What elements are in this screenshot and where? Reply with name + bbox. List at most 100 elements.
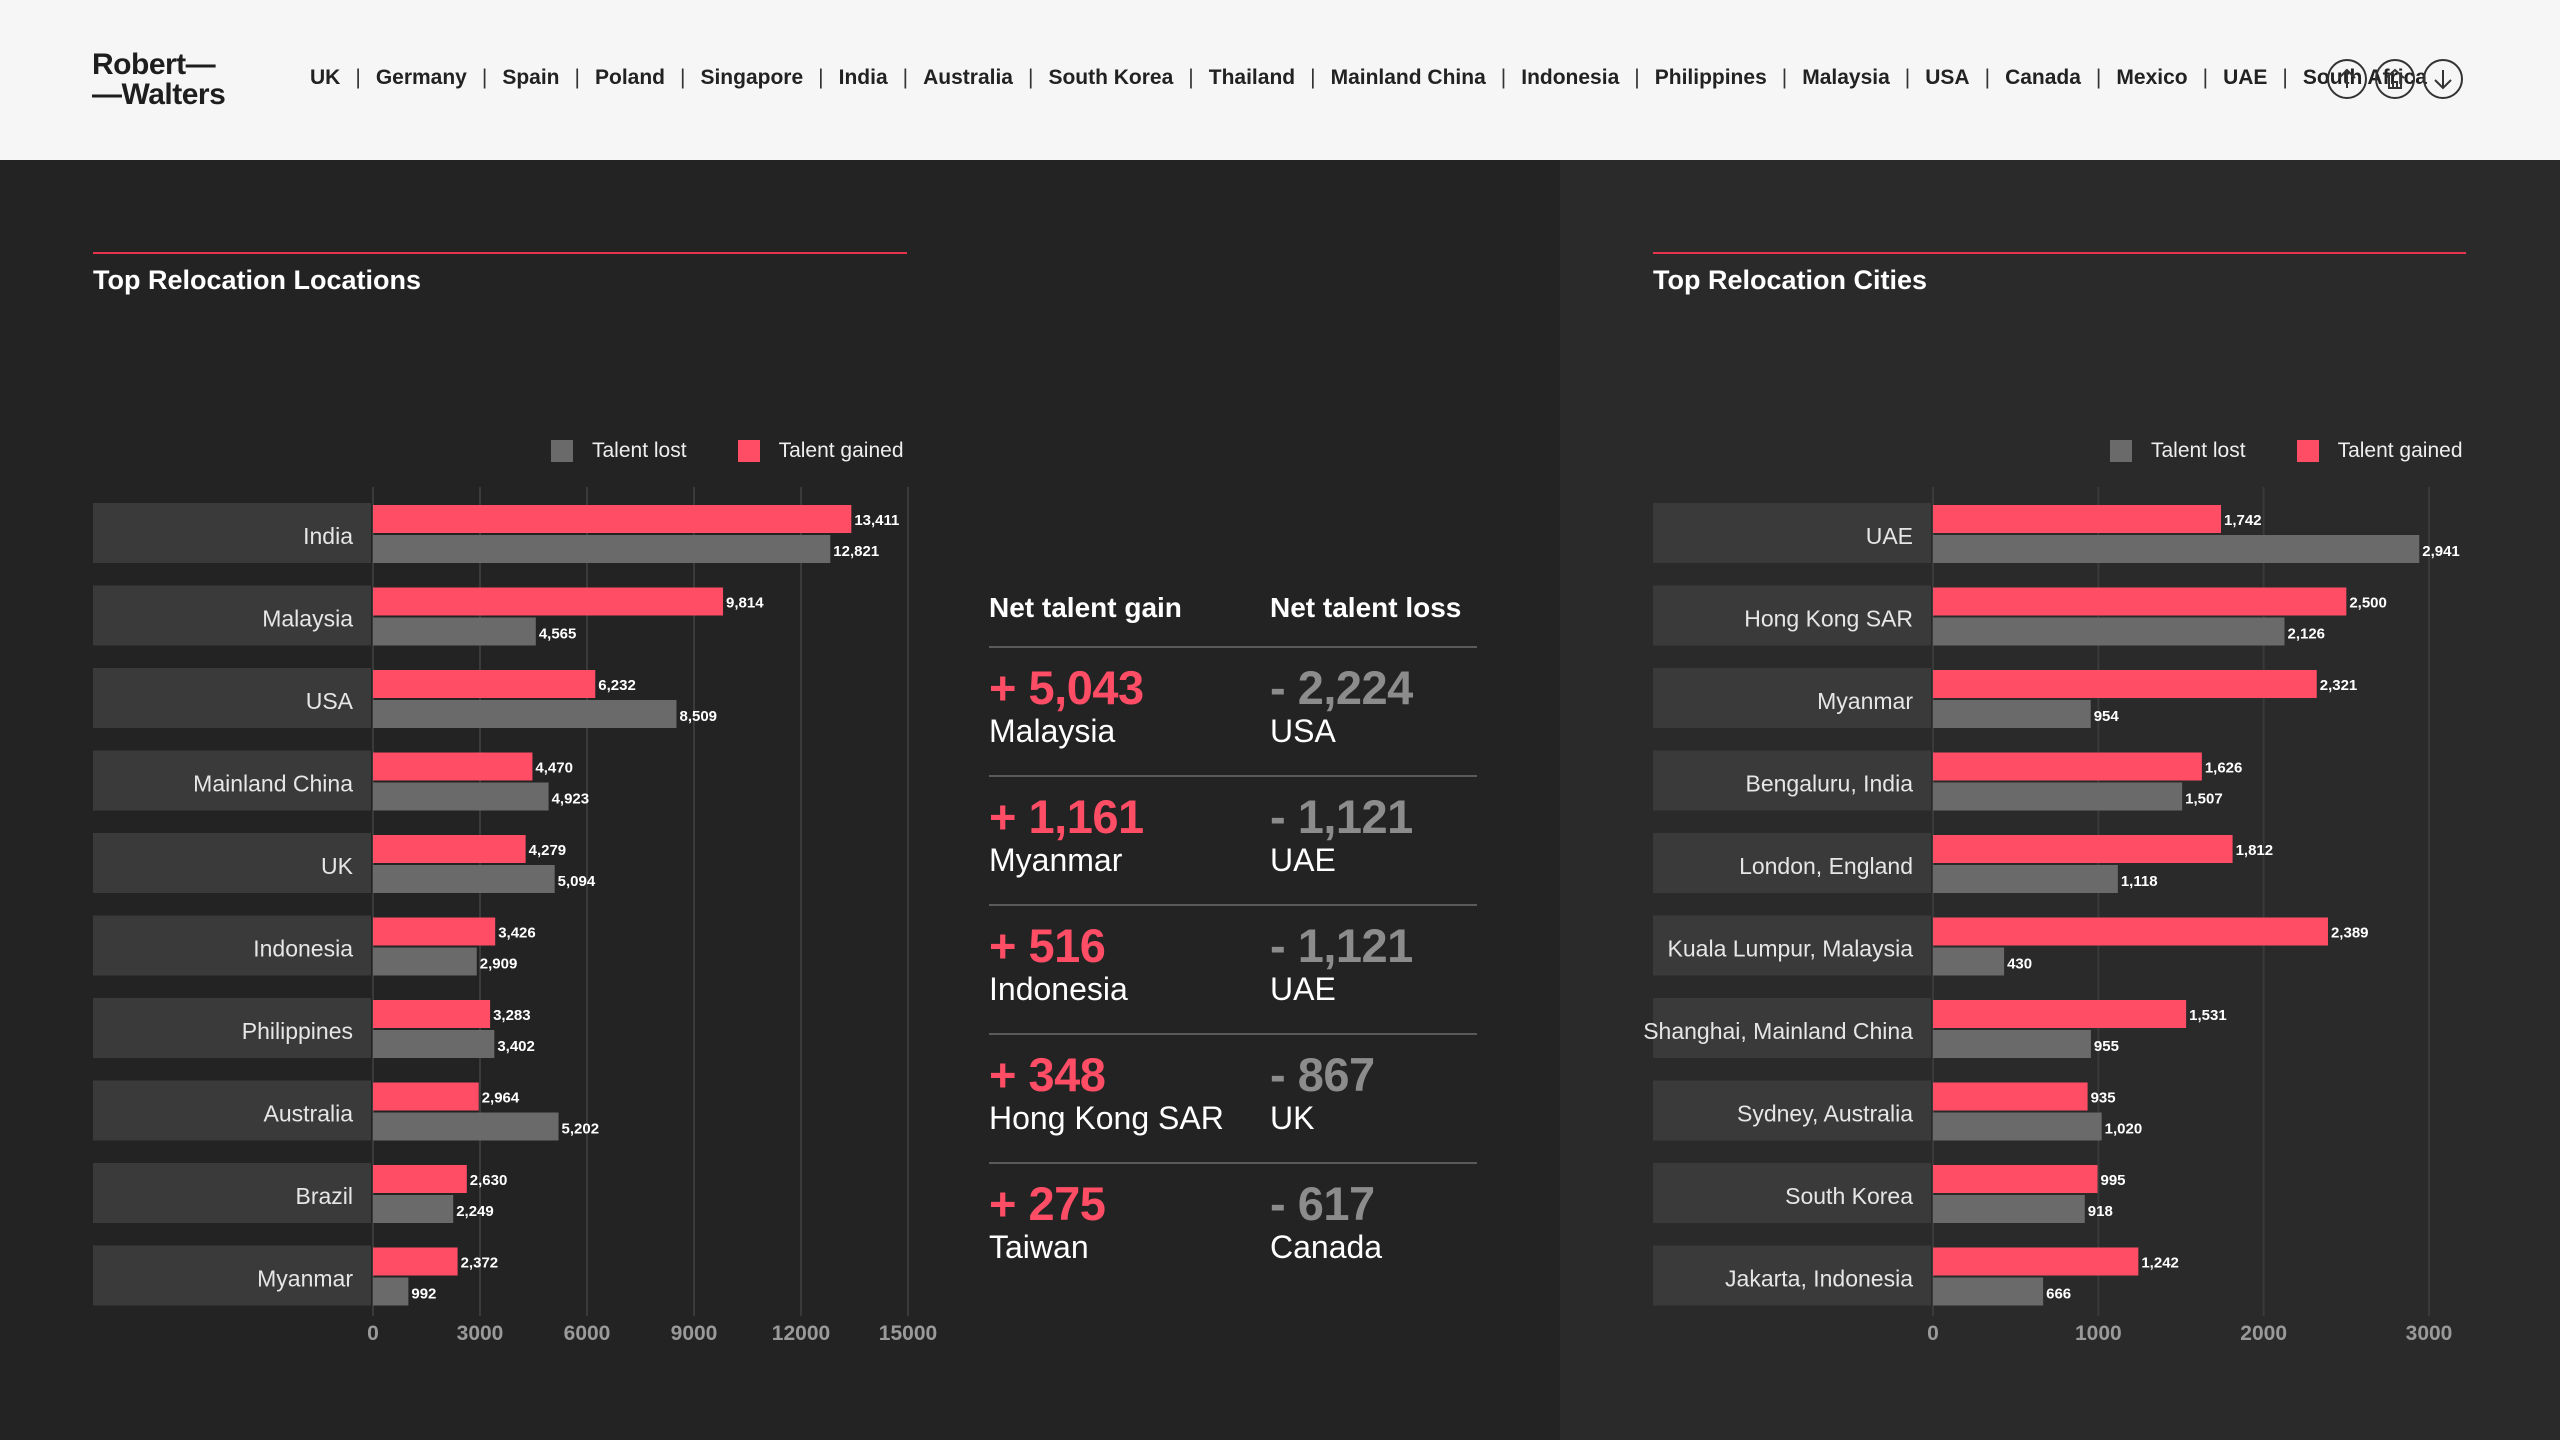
cities-chart-title: Top Relocation Cities xyxy=(1653,265,1928,295)
data-label-lost: 4,923 xyxy=(552,791,590,808)
bar-talent-lost xyxy=(373,1195,454,1223)
net-loss-location: UAE xyxy=(1270,842,1336,878)
cities-title-rule xyxy=(1653,252,2466,254)
country-nav: UK | Germany | Spain | Poland | Singapore | India |… xyxy=(310,66,2427,90)
scroll-down-button[interactable] xyxy=(2423,59,2463,99)
nav-item-mexico[interactable]: Mexico xyxy=(2116,66,2188,89)
logo-line-2: —Walters xyxy=(92,78,226,111)
nav-item-mainland-china[interactable]: Mainland China xyxy=(1330,66,1486,89)
net-gain-location: Hong Kong SAR xyxy=(989,1100,1224,1136)
data-label-lost: 5,202 xyxy=(562,1121,600,1138)
nav-item-germany[interactable]: Germany xyxy=(375,66,467,89)
data-label-gained: 2,500 xyxy=(2349,595,2387,612)
x-tick-label: 3000 xyxy=(457,1322,504,1345)
category-label: Myanmar xyxy=(1817,688,1913,714)
data-label-gained: 1,242 xyxy=(2141,1255,2179,1272)
category-label-box xyxy=(1653,915,1931,976)
net-loss-location: Canada xyxy=(1270,1229,1383,1265)
net-loss-value: - 1,121 xyxy=(1270,790,1413,843)
bar-talent-gained xyxy=(373,505,852,533)
data-label-gained: 3,283 xyxy=(493,1007,531,1024)
net-gain-location: Indonesia xyxy=(989,971,1128,1007)
bar-talent-lost xyxy=(373,1277,409,1306)
bar-talent-gained xyxy=(373,1247,458,1276)
net-gain-value: + 5,043 xyxy=(989,661,1144,714)
bar-talent-lost xyxy=(1933,700,2091,728)
category-label: UK xyxy=(321,853,354,879)
data-label-gained: 935 xyxy=(2091,1090,2116,1107)
net-talent-row: + 5,043 Malaysia - 2,224 USA xyxy=(989,648,1477,777)
nav-item-canada[interactable]: Canada xyxy=(2005,66,2081,89)
bar-talent-lost xyxy=(373,535,831,563)
nav-buttons xyxy=(2327,59,2463,99)
bar-talent-lost xyxy=(1933,782,2183,811)
data-label-lost: 1,507 xyxy=(2185,791,2223,808)
nav-item-india[interactable]: India xyxy=(838,66,888,89)
category-label: Jakarta, Indonesia xyxy=(1725,1266,1913,1292)
legend-lost-swatch xyxy=(2110,440,2132,462)
bar-talent-lost xyxy=(1933,1112,2102,1141)
category-label: Kuala Lumpur, Malaysia xyxy=(1668,936,1914,962)
home-icon xyxy=(2385,68,2405,89)
bar-talent-lost xyxy=(1933,947,2005,976)
data-label-gained: 2,964 xyxy=(482,1090,520,1107)
nav-item-australia[interactable]: Australia xyxy=(923,66,1013,89)
bar-talent-gained xyxy=(1933,1000,2187,1028)
data-label-gained: 4,279 xyxy=(529,842,567,859)
nav-item-south-korea[interactable]: South Korea xyxy=(1048,66,1174,89)
nav-separator: | xyxy=(902,66,909,89)
home-button[interactable] xyxy=(2375,59,2415,99)
data-label-lost: 955 xyxy=(2094,1038,2119,1055)
category-label: South Korea xyxy=(1785,1183,1913,1209)
net-loss-value: - 867 xyxy=(1270,1048,1375,1101)
nav-separator: | xyxy=(680,66,686,89)
category-label-box xyxy=(93,998,371,1058)
data-label-gained: 2,372 xyxy=(461,1255,499,1272)
legend-gained-label: Talent gained xyxy=(778,439,904,462)
nav-item-usa[interactable]: USA xyxy=(1925,66,1970,89)
nav-item-thailand[interactable]: Thailand xyxy=(1208,66,1296,89)
bar-talent-lost xyxy=(373,1112,559,1141)
category-label-box xyxy=(1653,1080,1931,1141)
net-talent-header: Net talent gain Net talent loss xyxy=(989,584,1477,648)
net-talent-row: + 516 Indonesia - 1,121 UAE xyxy=(989,906,1477,1035)
nav-separator: | xyxy=(2202,66,2209,89)
nav-item-malaysia[interactable]: Malaysia xyxy=(1802,66,1890,89)
nav-item-uk[interactable]: UK xyxy=(310,66,341,89)
net-loss-value: - 1,121 xyxy=(1270,919,1413,972)
nav-item-uae[interactable]: UAE xyxy=(2223,66,2268,89)
nav-item-singapore[interactable]: Singapore xyxy=(700,66,804,89)
data-label-gained: 995 xyxy=(2101,1172,2126,1189)
nav-item-poland[interactable]: Poland xyxy=(594,66,665,89)
data-label-lost: 954 xyxy=(2094,708,2120,725)
data-label-gained: 9,814 xyxy=(726,595,764,612)
x-tick-label: 6000 xyxy=(564,1322,611,1345)
net-talent-row: + 275 Taiwan - 617 Canada xyxy=(989,1164,1477,1293)
robert-walters-logo[interactable]: Robert— —Walters xyxy=(92,50,226,111)
scroll-up-button[interactable] xyxy=(2327,59,2367,99)
nav-separator: | xyxy=(1984,66,1991,89)
nav-item-spain[interactable]: Spain xyxy=(502,66,560,89)
bar-talent-gained xyxy=(373,917,496,946)
category-label-box xyxy=(93,915,371,976)
nav-item-philippines[interactable]: Philippines xyxy=(1654,66,1767,89)
bar-talent-lost xyxy=(1933,617,2285,646)
x-tick-label: 9000 xyxy=(671,1322,718,1345)
net-gain-value: + 1,161 xyxy=(989,790,1144,843)
data-label-gained: 13,411 xyxy=(854,512,899,529)
x-tick-label: 0 xyxy=(1927,1322,1939,1345)
nav-separator: | xyxy=(1904,66,1911,89)
bar-talent-lost xyxy=(1933,865,2118,893)
x-tick-label: 3000 xyxy=(2406,1322,2453,1345)
data-label-lost: 1,020 xyxy=(2105,1121,2143,1138)
net-loss-value: - 2,224 xyxy=(1270,661,1413,714)
nav-item-indonesia[interactable]: Indonesia xyxy=(1521,66,1620,89)
net-talent-table: Net talent gain Net talent loss + 5,043 M… xyxy=(989,584,1477,1293)
data-label-lost: 8,509 xyxy=(679,708,717,725)
locations-title-rule xyxy=(93,252,907,254)
locations-chart-title: Top Relocation Locations xyxy=(93,265,422,295)
net-gain-location: Malaysia xyxy=(989,713,1116,749)
nav-separator: | xyxy=(2095,66,2102,89)
category-label: Myanmar xyxy=(257,1266,353,1292)
